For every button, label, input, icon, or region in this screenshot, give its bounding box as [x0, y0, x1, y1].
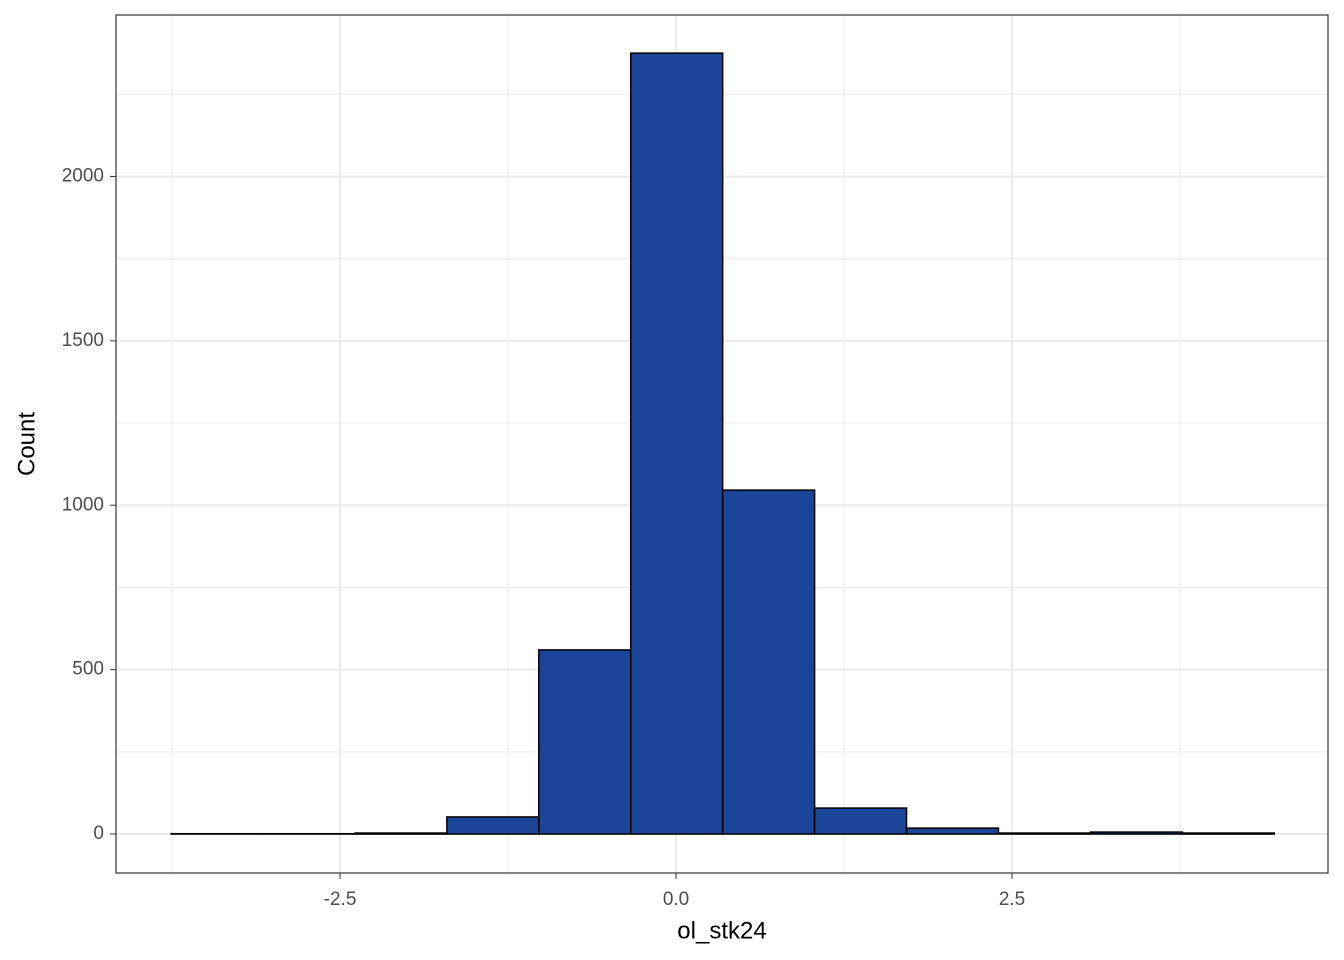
bar: [1181, 832, 1275, 835]
y-tick-label: 1500: [62, 330, 104, 351]
bar: [446, 816, 540, 835]
y-tick-label: 2000: [62, 165, 104, 186]
y-tick-label: 500: [72, 659, 104, 680]
x-axis-title: ol_stk24: [677, 917, 766, 944]
bar: [813, 807, 908, 835]
bar: [721, 489, 816, 835]
y-tick-label: 0: [93, 823, 104, 844]
bar: [629, 52, 724, 835]
bar: [538, 649, 632, 835]
y-tick-label: 1000: [62, 494, 104, 515]
bar: [1089, 831, 1184, 835]
x-tick-label: 2.5: [999, 889, 1025, 910]
bar: [354, 832, 448, 835]
x-tick-label: 0.0: [663, 889, 689, 910]
x-tick-label: -2.5: [324, 889, 357, 910]
bar: [997, 832, 1092, 835]
y-axis-title: Count: [13, 412, 40, 476]
bar: [905, 827, 1000, 835]
panel-border: [115, 14, 1329, 874]
